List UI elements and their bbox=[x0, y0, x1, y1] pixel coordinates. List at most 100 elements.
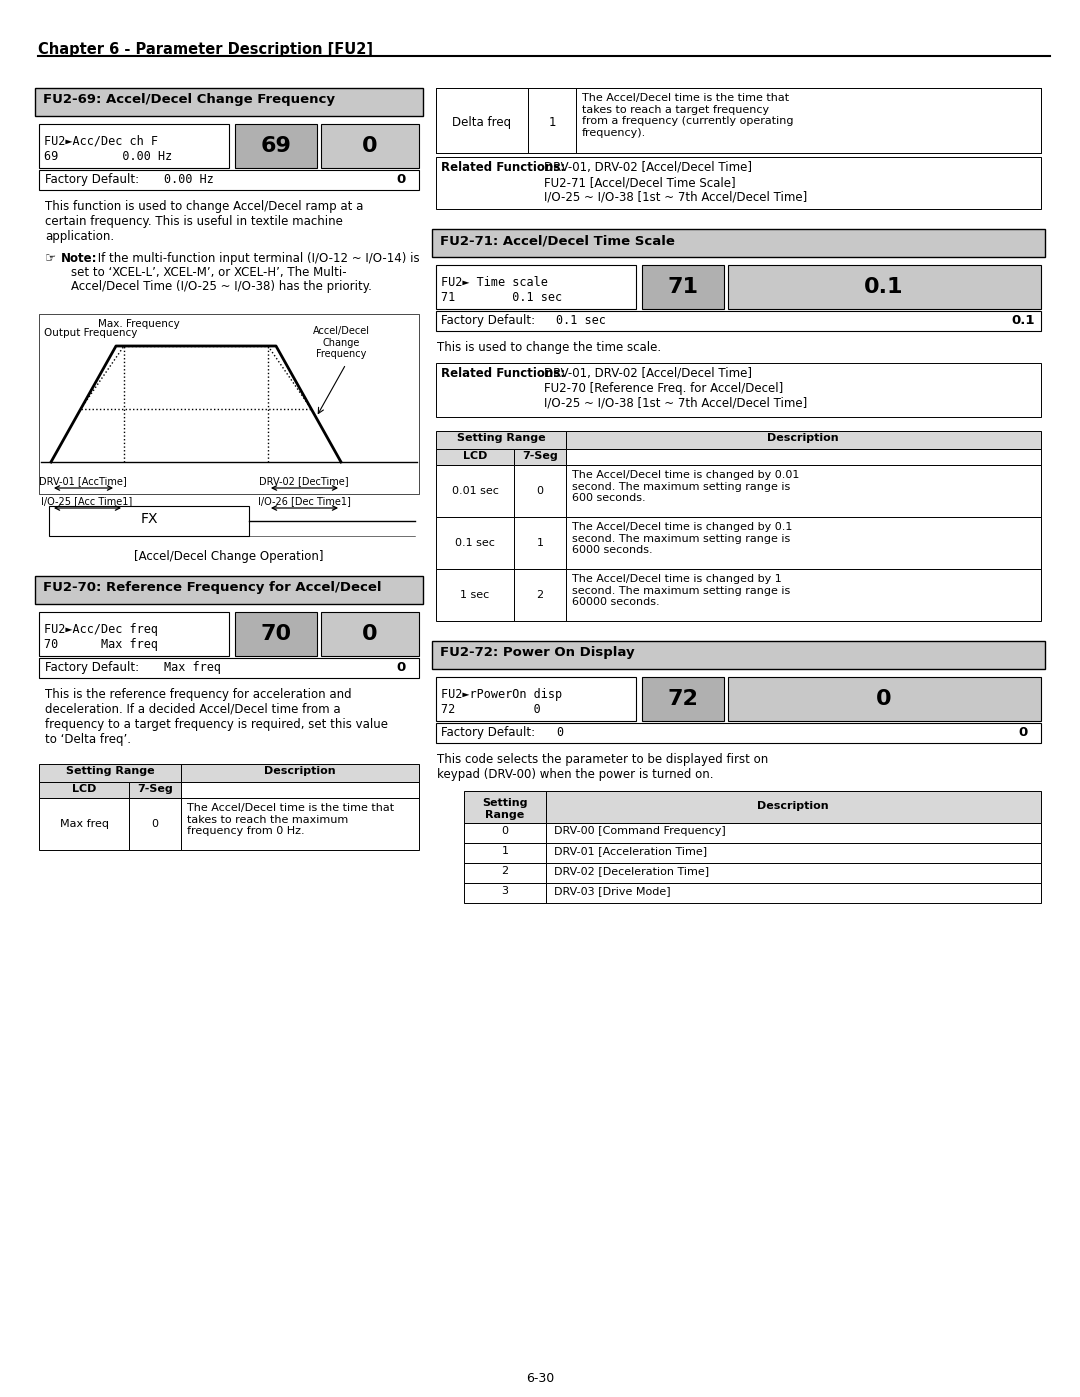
Text: Accel/Decel Time (I/O-25 ~ I/O-38) has the priority.: Accel/Decel Time (I/O-25 ~ I/O-38) has t… bbox=[71, 279, 372, 293]
Text: 0.00 Hz: 0.00 Hz bbox=[164, 173, 214, 186]
Text: LCD: LCD bbox=[71, 784, 96, 793]
Bar bbox=[566, 465, 1041, 517]
Bar bbox=[181, 764, 419, 782]
Text: DRV-01 [Acceleration Time]: DRV-01 [Acceleration Time] bbox=[554, 847, 707, 856]
Text: 0: 0 bbox=[537, 486, 543, 496]
Bar bbox=[436, 156, 1041, 210]
Text: Setting
Range: Setting Range bbox=[483, 798, 528, 820]
Bar bbox=[514, 448, 566, 465]
Text: 0.1: 0.1 bbox=[864, 277, 904, 298]
Text: 2: 2 bbox=[501, 866, 509, 876]
Bar bbox=[181, 798, 419, 849]
Text: If the multi-function input terminal (I/O-12 ~ I/O-14) is: If the multi-function input terminal (I/… bbox=[94, 251, 420, 265]
Text: 72           0: 72 0 bbox=[441, 703, 541, 717]
Text: 0.01 sec: 0.01 sec bbox=[451, 486, 499, 496]
Text: 7-Seg: 7-Seg bbox=[522, 451, 558, 461]
Text: The Accel/Decel time is the time that
takes to reach a target frequency
from a f: The Accel/Decel time is the time that ta… bbox=[582, 94, 794, 138]
Bar bbox=[514, 517, 566, 569]
Text: 0: 0 bbox=[362, 624, 378, 644]
Text: Description: Description bbox=[767, 433, 839, 443]
Bar bbox=[436, 517, 514, 569]
Text: 1: 1 bbox=[537, 538, 543, 548]
Bar bbox=[436, 265, 636, 309]
Bar bbox=[546, 863, 1041, 883]
Text: FU2-72: Power On Display: FU2-72: Power On Display bbox=[440, 645, 635, 659]
Text: 0: 0 bbox=[151, 819, 159, 828]
Text: DRV-02 [Deceleration Time]: DRV-02 [Deceleration Time] bbox=[554, 866, 710, 876]
Bar bbox=[235, 612, 318, 657]
Text: Related Functions:: Related Functions: bbox=[441, 161, 565, 175]
Text: This code selects the parameter to be displayed first on
keypad (DRV-00) when th: This code selects the parameter to be di… bbox=[437, 753, 768, 781]
Bar bbox=[39, 612, 229, 657]
Bar bbox=[35, 88, 423, 116]
Text: LCD: LCD bbox=[463, 451, 487, 461]
Bar bbox=[514, 465, 566, 517]
Bar bbox=[642, 678, 724, 721]
Text: Related Functions:: Related Functions: bbox=[441, 367, 565, 380]
Text: DRV-02 [DecTime]: DRV-02 [DecTime] bbox=[259, 476, 349, 486]
Bar bbox=[566, 448, 1041, 465]
Bar bbox=[39, 124, 229, 168]
Bar bbox=[728, 678, 1041, 721]
Text: Chapter 6 - Parameter Description [FU2]: Chapter 6 - Parameter Description [FU2] bbox=[38, 42, 373, 57]
Text: FX: FX bbox=[140, 511, 158, 527]
Text: FU2-69: Accel/Decel Change Frequency: FU2-69: Accel/Decel Change Frequency bbox=[43, 94, 335, 106]
Text: ☞: ☞ bbox=[45, 251, 56, 265]
Text: 0: 0 bbox=[556, 726, 563, 739]
Text: 0: 0 bbox=[1018, 726, 1028, 739]
Text: FU2►rPowerOn disp: FU2►rPowerOn disp bbox=[441, 687, 562, 701]
Text: FU2-71: Accel/Decel Time Scale: FU2-71: Accel/Decel Time Scale bbox=[440, 235, 675, 247]
Bar bbox=[432, 641, 1045, 669]
Text: 1: 1 bbox=[549, 116, 556, 129]
Text: 72: 72 bbox=[667, 689, 699, 710]
Bar bbox=[39, 764, 181, 782]
Text: I/O-25 [Acc Time1]: I/O-25 [Acc Time1] bbox=[41, 496, 133, 506]
Text: 0: 0 bbox=[396, 173, 406, 186]
Text: The Accel/Decel time is changed by 1
second. The maximum setting range is
60000 : The Accel/Decel time is changed by 1 sec… bbox=[572, 574, 791, 608]
Bar bbox=[436, 363, 1041, 416]
Bar bbox=[39, 782, 129, 798]
Bar bbox=[436, 88, 528, 154]
Bar bbox=[35, 576, 423, 604]
Text: 0.1 sec: 0.1 sec bbox=[556, 314, 606, 327]
Text: Max freq: Max freq bbox=[59, 819, 108, 828]
Text: 1: 1 bbox=[501, 847, 509, 856]
Text: FU2►Acc/Dec ch F: FU2►Acc/Dec ch F bbox=[44, 136, 158, 148]
Bar bbox=[321, 124, 419, 168]
Text: 1 sec: 1 sec bbox=[460, 590, 489, 599]
Text: 0.1: 0.1 bbox=[1011, 314, 1035, 327]
Text: I/O-26 [Dec Time1]: I/O-26 [Dec Time1] bbox=[257, 496, 350, 506]
Bar bbox=[566, 569, 1041, 622]
Bar bbox=[181, 782, 419, 798]
Bar bbox=[464, 791, 546, 823]
Bar bbox=[546, 842, 1041, 863]
Text: 0.1 sec: 0.1 sec bbox=[455, 538, 495, 548]
Text: Setting Range: Setting Range bbox=[457, 433, 545, 443]
Text: 7-Seg: 7-Seg bbox=[137, 784, 173, 793]
Text: DRV-01 [AccTime]: DRV-01 [AccTime] bbox=[39, 476, 126, 486]
Bar bbox=[235, 124, 318, 168]
Bar bbox=[436, 448, 514, 465]
Text: This is used to change the time scale.: This is used to change the time scale. bbox=[437, 341, 661, 353]
Text: set to ‘XCEL-L’, XCEL-M’, or XCEL-H’, The Multi-: set to ‘XCEL-L’, XCEL-M’, or XCEL-H’, Th… bbox=[71, 265, 347, 279]
Bar bbox=[566, 517, 1041, 569]
Bar bbox=[528, 88, 576, 154]
Bar bbox=[436, 432, 566, 448]
Text: DRV-01, DRV-02 [Accel/Decel Time]
FU2-71 [Accel/Decel Time Scale]
I/O-25 ~ I/O-3: DRV-01, DRV-02 [Accel/Decel Time] FU2-71… bbox=[544, 161, 807, 204]
Bar bbox=[436, 724, 1041, 743]
Bar bbox=[321, 612, 419, 657]
Text: Description: Description bbox=[757, 800, 828, 812]
Text: FU2-70: Reference Frequency for Accel/Decel: FU2-70: Reference Frequency for Accel/De… bbox=[43, 581, 381, 594]
Bar bbox=[39, 798, 129, 849]
Bar bbox=[464, 823, 546, 842]
Bar bbox=[436, 312, 1041, 331]
Text: 2: 2 bbox=[537, 590, 543, 599]
Text: Description: Description bbox=[265, 766, 336, 775]
Text: Accel/Decel
Change
Frequency: Accel/Decel Change Frequency bbox=[312, 326, 369, 359]
Text: Factory Default:: Factory Default: bbox=[45, 173, 139, 186]
Bar bbox=[39, 658, 419, 678]
Text: 71        0.1 sec: 71 0.1 sec bbox=[441, 291, 562, 305]
Text: Output Frequency: Output Frequency bbox=[44, 328, 137, 338]
Text: Factory Default:: Factory Default: bbox=[441, 314, 535, 327]
Bar bbox=[129, 798, 181, 849]
